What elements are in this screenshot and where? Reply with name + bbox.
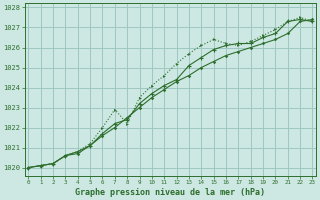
X-axis label: Graphe pression niveau de la mer (hPa): Graphe pression niveau de la mer (hPa) [76, 188, 265, 197]
